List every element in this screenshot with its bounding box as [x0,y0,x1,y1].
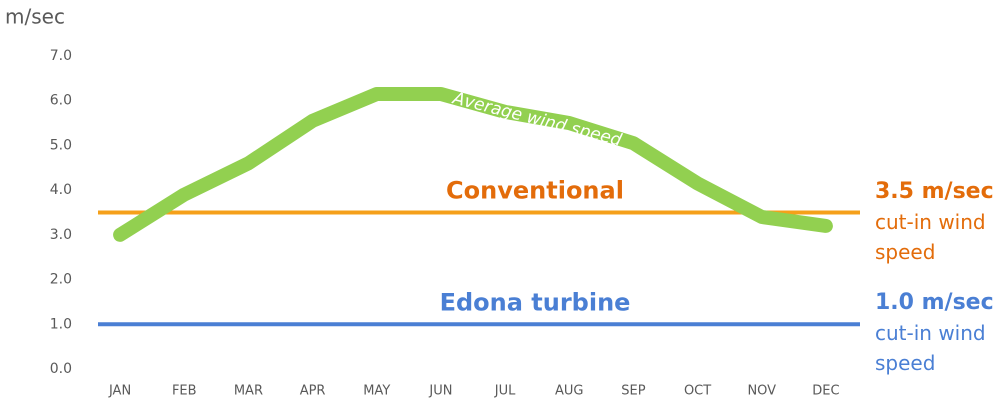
y-axis-label: m/sec [5,5,65,29]
reference-value-label: 3.5 m/sec [875,178,994,204]
x-tick-label: OCT [684,384,711,399]
y-tick-label: 0.0 [50,361,72,377]
y-tick-label: 2.0 [50,272,72,288]
reference-value-label: 1.0 m/sec [875,290,994,316]
x-tick-label: NOV [747,384,776,399]
x-tick-label: MAR [234,384,263,399]
reference-annotation: 3.5 m/sec cut-in wind speed [875,177,1006,267]
y-tick-label: 4.0 [50,182,72,198]
reference-annotation: 1.0 m/sec cut-in wind speed [875,288,1006,378]
y-tick-label: 5.0 [50,137,72,153]
series-label: Average wind speed [450,88,624,151]
reference-note: cut-in wind speed [875,321,986,376]
reference-line-name: Conventional [446,177,624,205]
x-tick-label: AUG [555,384,583,399]
x-tick-label: SEP [621,384,645,399]
y-tick-label: 3.0 [50,227,72,243]
y-tick-label: 1.0 [50,316,72,332]
x-tick-label: DEC [812,384,839,399]
y-tick-label: 6.0 [50,93,72,109]
reference-line-name: Edona turbine [440,288,631,316]
x-tick-label: JUL [494,384,516,399]
x-tick-label: APR [300,384,326,399]
x-tick-label: FEB [172,384,197,399]
series-line [113,87,833,242]
x-tick-label: MAY [363,384,390,399]
y-tick-label: 7.0 [50,48,72,64]
x-tick-label: JUN [428,384,452,399]
x-tick-label: JAN [108,384,131,399]
reference-note: cut-in wind speed [875,209,986,264]
